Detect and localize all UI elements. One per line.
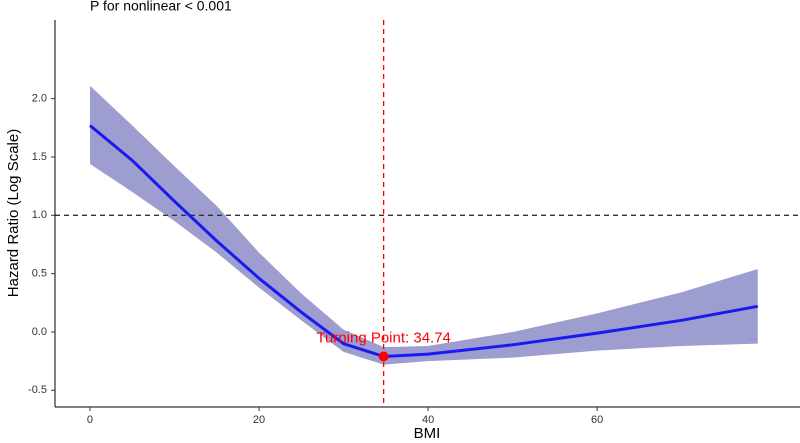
x-tick-label: 20	[253, 414, 265, 426]
y-tick-label: -0.5	[28, 384, 47, 396]
hr-line	[89, 124, 759, 358]
x-axis-label: BMI	[414, 425, 441, 442]
turning-point-label: Turning Point: 34.74	[316, 329, 451, 346]
chart-title: P for nonlinear < 0.001	[90, 0, 232, 14]
y-tick-label: 2.0	[32, 93, 47, 105]
y-tick-label: 1.0	[32, 209, 47, 221]
y-tick-label: 0.0	[32, 326, 47, 338]
x-tick-label: 60	[591, 414, 603, 426]
confidence-band	[89, 85, 758, 365]
y-axis-label: Hazard Ratio (Log Scale)	[5, 129, 22, 297]
y-tick-label: 0.5	[32, 268, 47, 280]
x-tick-label: 0	[87, 414, 93, 426]
x-tick-label: 40	[422, 414, 434, 426]
turning-point-marker	[378, 351, 389, 362]
y-tick-label: 1.5	[32, 151, 47, 163]
